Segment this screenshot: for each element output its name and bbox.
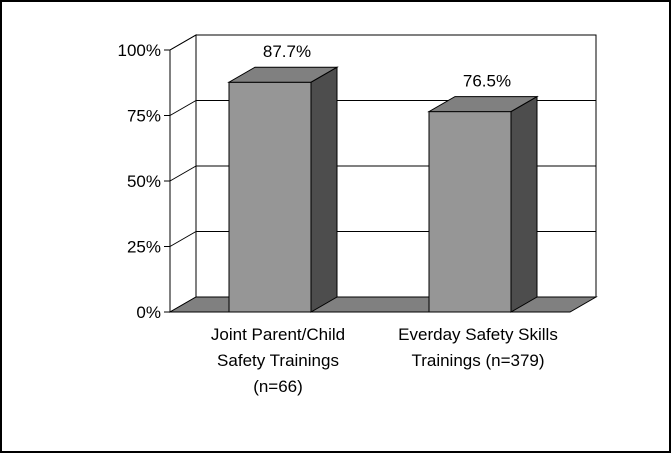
x-tick-label: Everday Safety Skills xyxy=(398,325,558,344)
y-tick-label: 0% xyxy=(136,303,161,322)
y-tick-label: 100% xyxy=(118,41,161,60)
plot-area: 0% 25% 50% 75% 100% 87.7% Joint Parent/Child Sa… xyxy=(118,34,598,396)
gridline-side xyxy=(169,34,197,51)
y-tick-label: 75% xyxy=(127,107,161,126)
gridline-side xyxy=(169,165,197,182)
x-tick-label: Safety Trainings xyxy=(217,351,339,370)
bar-side xyxy=(310,66,338,313)
y-tick-label: 50% xyxy=(127,172,161,191)
gridline-side xyxy=(169,231,197,247)
x-tick-label: (n=66) xyxy=(253,377,303,396)
bar-front xyxy=(428,111,512,313)
bar-front xyxy=(228,81,312,313)
gridline-side xyxy=(169,100,197,116)
data-label: 87.7% xyxy=(263,42,311,61)
data-label: 76.5% xyxy=(463,72,511,91)
bar-side xyxy=(510,95,538,313)
x-tick-label: Trainings (n=379) xyxy=(411,351,544,370)
bar-top xyxy=(227,66,339,83)
y-tick-label: 25% xyxy=(127,238,161,257)
bar-top xyxy=(427,96,539,113)
x-tick-label: Joint Parent/Child xyxy=(211,325,345,344)
